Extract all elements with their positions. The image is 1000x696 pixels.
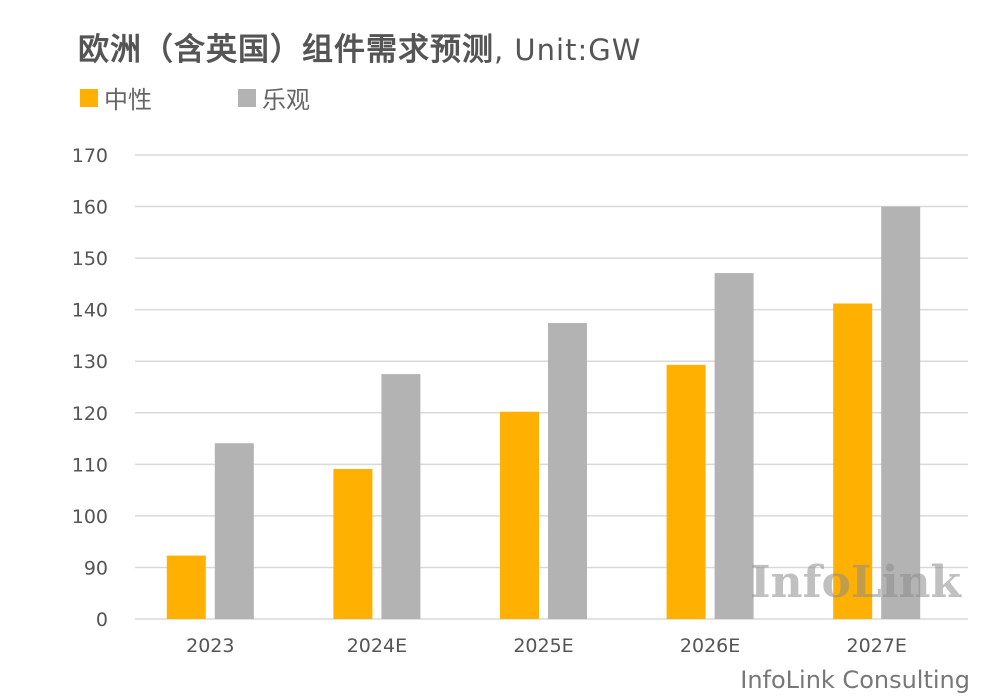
- legend-item-optimistic: 乐观: [238, 80, 310, 115]
- y-tick-label: 150: [72, 248, 108, 270]
- y-tick-label: 0: [96, 609, 108, 631]
- bar-optimistic-2025E: [548, 323, 587, 619]
- bar-neutral-2027E: [833, 303, 873, 619]
- bar-optimistic-2027E: [881, 206, 921, 620]
- bar-neutral-2026E: [666, 364, 706, 619]
- y-tick-label: 160: [72, 197, 108, 219]
- bar-optimistic-2024E: [381, 374, 421, 619]
- x-tick-label: 2024E: [347, 635, 407, 657]
- bar-neutral-2025E: [500, 411, 539, 619]
- bar-optimistic-2026E: [714, 273, 754, 619]
- credit-text: InfoLink Consulting: [740, 666, 970, 694]
- bar-neutral-2024E: [333, 468, 373, 619]
- y-tick-label: 90: [84, 557, 108, 579]
- y-tick-label: 170: [72, 145, 108, 167]
- chart-title: 欧洲（含英国）组件需求预测, Unit:GW: [78, 24, 641, 69]
- legend-label: 中性: [104, 86, 152, 114]
- legend-label: 乐观: [262, 86, 310, 114]
- y-tick-label: 140: [72, 300, 108, 322]
- legend-item-neutral: 中性: [80, 80, 152, 115]
- watermark: InfoLink: [750, 557, 961, 608]
- y-tick-label: 110: [72, 454, 108, 476]
- title-unit: , Unit:GW: [494, 33, 642, 67]
- bar-optimistic-2023: [214, 443, 254, 619]
- bar-neutral-2023: [166, 555, 206, 619]
- legend-swatch: [238, 88, 256, 107]
- title-text: 欧洲（含英国）组件需求预测: [78, 32, 494, 68]
- x-tick-label: 2027E: [847, 635, 907, 657]
- y-tick-label: 130: [72, 351, 108, 373]
- x-tick-label: 2026E: [680, 635, 740, 657]
- x-tick-label: 2025E: [513, 635, 573, 657]
- x-tick-label: 2023: [186, 635, 234, 657]
- y-tick-label: 100: [72, 506, 108, 528]
- y-tick-label: 120: [72, 403, 108, 425]
- legend-swatch: [80, 88, 98, 107]
